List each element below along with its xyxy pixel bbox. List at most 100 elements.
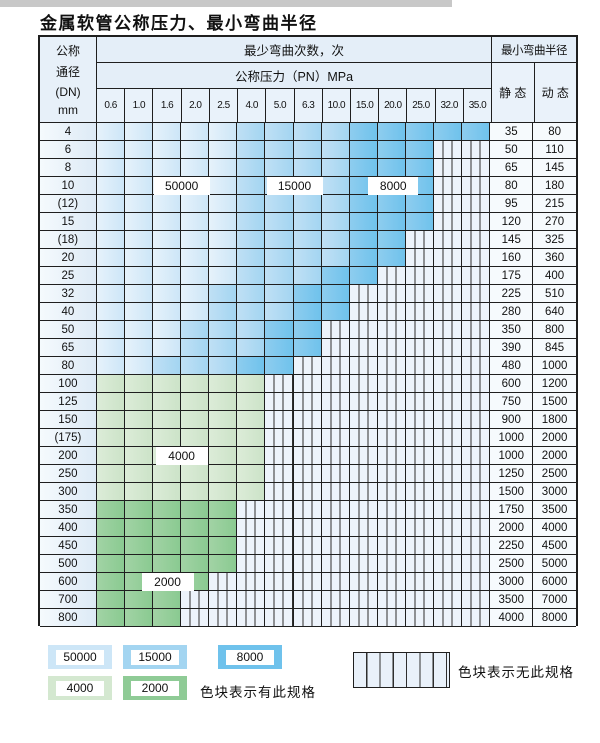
static-radius-value: 2000 <box>490 519 534 536</box>
static-radius-value: 80 <box>490 177 534 194</box>
cell-spec-blue <box>349 213 378 230</box>
pressure-column-header: 1.0 <box>125 89 154 122</box>
cell-no-spec <box>321 375 350 392</box>
cell-no-spec <box>462 213 491 230</box>
cell-no-spec <box>406 231 435 248</box>
dynamic-radius-value: 1000 <box>533 357 577 374</box>
cell-no-spec <box>349 411 378 428</box>
cell-no-spec <box>434 429 463 446</box>
dynamic-radius-value: 4500 <box>533 537 577 554</box>
dn-value: 700 <box>40 591 97 608</box>
cell-no-spec <box>462 321 491 338</box>
cell-spec-green <box>209 447 238 464</box>
cell-no-spec <box>462 195 491 212</box>
cell-spec-green <box>96 519 125 536</box>
cycle-count-label: 8000 <box>368 177 419 195</box>
pressure-cells <box>96 393 491 410</box>
cell-no-spec <box>265 609 294 626</box>
static-dynamic-row: 静 态 动 态 <box>492 63 576 122</box>
cell-no-spec <box>293 465 322 482</box>
legend-swatch-label: 50000 <box>56 649 104 665</box>
cell-spec-blue <box>349 141 378 158</box>
cell-no-spec <box>406 501 435 518</box>
table-row: 125 750 1500 <box>40 393 577 411</box>
cell-no-spec <box>434 411 463 428</box>
cell-no-spec <box>237 537 266 554</box>
cell-spec-green <box>96 465 125 482</box>
cell-no-spec <box>265 555 294 572</box>
cell-spec-green <box>209 501 238 518</box>
dynamic-radius-value: 4000 <box>533 519 577 536</box>
cell-no-spec <box>377 393 406 410</box>
cell-spec-green <box>181 519 210 536</box>
pressure-column-header: 10.0 <box>323 89 351 122</box>
cell-no-spec <box>321 609 350 626</box>
cell-no-spec <box>293 393 322 410</box>
cell-no-spec <box>406 303 435 320</box>
static-radius-value: 390 <box>490 339 534 356</box>
cell-no-spec <box>293 573 322 590</box>
cell-no-spec <box>265 537 294 554</box>
pressure-cells <box>96 519 491 536</box>
cell-spec-blue <box>293 123 322 140</box>
cell-no-spec <box>237 555 266 572</box>
dynamic-radius-value: 800 <box>533 321 577 338</box>
cell-spec-blue <box>181 303 210 320</box>
cell-no-spec <box>377 555 406 572</box>
cell-no-spec <box>406 537 435 554</box>
cell-spec-blue <box>349 123 378 140</box>
cell-spec-green <box>237 393 266 410</box>
cell-spec-green <box>209 411 238 428</box>
cell-spec-blue <box>237 249 266 266</box>
cell-spec-blue <box>96 321 125 338</box>
dn-value: 200 <box>40 447 97 464</box>
cell-no-spec <box>349 303 378 320</box>
pressure-cells <box>96 429 491 446</box>
cell-spec-blue <box>96 267 125 284</box>
dynamic-radius-value: 1200 <box>533 375 577 392</box>
cell-spec-blue <box>96 213 125 230</box>
pressure-column-header: 5.0 <box>266 89 295 122</box>
cell-spec-blue <box>237 303 266 320</box>
cell-no-spec <box>462 483 491 500</box>
cell-spec-blue <box>153 357 182 374</box>
cell-spec-blue <box>209 303 238 320</box>
cell-spec-blue <box>321 213 350 230</box>
cell-no-spec <box>434 231 463 248</box>
legend-swatch: 8000 <box>218 645 282 669</box>
cell-spec-blue <box>96 195 125 212</box>
table-row: (175) 1000 2000 <box>40 429 577 447</box>
dn-value: 100 <box>40 375 97 392</box>
cell-spec-green <box>153 483 182 500</box>
dn-value: 65 <box>40 339 97 356</box>
cell-no-spec <box>434 339 463 356</box>
cell-spec-green <box>209 393 238 410</box>
cell-spec-blue <box>181 321 210 338</box>
cell-spec-blue <box>181 195 210 212</box>
cell-no-spec <box>434 303 463 320</box>
cell-no-spec <box>237 501 266 518</box>
cell-spec-green <box>124 591 154 608</box>
cell-no-spec <box>265 411 294 428</box>
cell-no-spec <box>406 483 435 500</box>
cell-no-spec <box>406 375 435 392</box>
static-radius-value: 3500 <box>490 591 534 608</box>
cell-no-spec <box>265 447 294 464</box>
cell-no-spec <box>237 573 266 590</box>
cell-spec-blue <box>321 123 350 140</box>
cell-spec-blue <box>153 123 182 140</box>
legend-swatch: 4000 <box>48 676 112 700</box>
cell-no-spec <box>349 501 378 518</box>
cell-spec-blue <box>293 249 322 266</box>
cell-spec-blue <box>406 123 435 140</box>
legend-swatch-label: 2000 <box>131 680 179 696</box>
dn-value: 80 <box>40 357 97 374</box>
dn-value: 600 <box>40 573 97 590</box>
pressure-column-header: 4.0 <box>238 89 267 122</box>
cell-spec-green <box>96 447 125 464</box>
cell-no-spec <box>377 609 406 626</box>
cell-no-spec <box>434 285 463 302</box>
cell-spec-green <box>209 429 238 446</box>
pressure-column-header: 6.3 <box>295 89 323 122</box>
